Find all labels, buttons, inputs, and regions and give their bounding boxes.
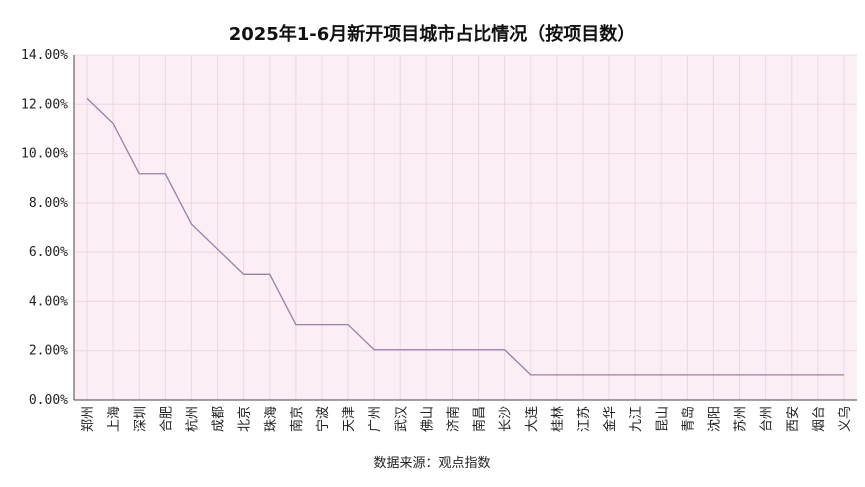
x-tick-label: 江苏 — [576, 406, 592, 432]
x-tick-label: 武汉 — [394, 406, 409, 432]
x-tick-label: 合肥 — [159, 406, 174, 432]
source-note: 数据来源：观点指数 — [373, 456, 490, 471]
y-tick-label: 10.00% — [21, 147, 68, 162]
x-tick-label: 南昌 — [472, 406, 488, 432]
x-tick-label: 北京 — [238, 406, 253, 432]
x-tick-label: 宁波 — [315, 406, 331, 432]
y-axis-ticks: 0.00% 2.00% 4.00% 6.00% 8.00% 10.00% 12.00% 14.… — [21, 48, 68, 408]
y-tick-label: 14.00% — [21, 48, 68, 63]
x-tick-label: 烟台 — [812, 406, 827, 432]
x-tick-label: 郑州 — [81, 406, 96, 432]
x-tick-label: 沈阳 — [707, 406, 722, 432]
x-tick-label: 珠海 — [264, 406, 279, 432]
x-tick-label: 大连 — [524, 406, 540, 432]
axes — [73, 55, 857, 401]
x-tick-label: 济南 — [445, 406, 461, 432]
x-tick-label: 青岛 — [680, 406, 696, 432]
y-tick-label: 0.00% — [29, 393, 68, 408]
x-tick-label: 天津 — [342, 406, 357, 432]
x-tick-label: 昆山 — [655, 406, 670, 432]
x-tick-label: 广州 — [368, 406, 383, 432]
chart-title: 2025年1-6月新开项目城市占比情况（按项目数） — [229, 23, 636, 45]
x-axis-ticks: 郑州 上海 深圳 合肥 杭州 成都 北京 珠海 南京 宁波 天津 广州 武汉 佛山 济南 南昌 长沙 大连 桂林 江苏… — [81, 406, 853, 432]
x-tick-label: 深圳 — [133, 406, 148, 432]
y-tick-label: 12.00% — [21, 97, 68, 112]
x-tick-label: 金华 — [602, 406, 618, 432]
x-tick-label: 桂林 — [551, 406, 566, 432]
x-tick-label: 长沙 — [499, 406, 514, 432]
y-tick-label: 4.00% — [29, 294, 68, 309]
x-tick-label: 西安 — [786, 406, 801, 432]
x-tick-label: 上海 — [107, 406, 122, 432]
x-tick-label: 南京 — [289, 406, 305, 432]
x-tick-label: 台州 — [760, 406, 775, 432]
grid — [74, 54, 857, 401]
x-tick-label: 九江 — [629, 406, 644, 432]
plot-area — [74, 55, 857, 400]
y-tick-label: 6.00% — [29, 245, 68, 260]
x-tick-label: 义乌 — [837, 406, 853, 432]
x-tick-label: 成都 — [212, 406, 227, 432]
y-tick-label: 2.00% — [29, 344, 68, 359]
x-tick-label: 佛山 — [420, 406, 435, 432]
x-tick-label: 杭州 — [185, 406, 200, 432]
series-line — [86, 97, 844, 376]
y-tick-label: 8.00% — [29, 196, 68, 211]
x-tick-label: 苏州 — [733, 406, 749, 432]
